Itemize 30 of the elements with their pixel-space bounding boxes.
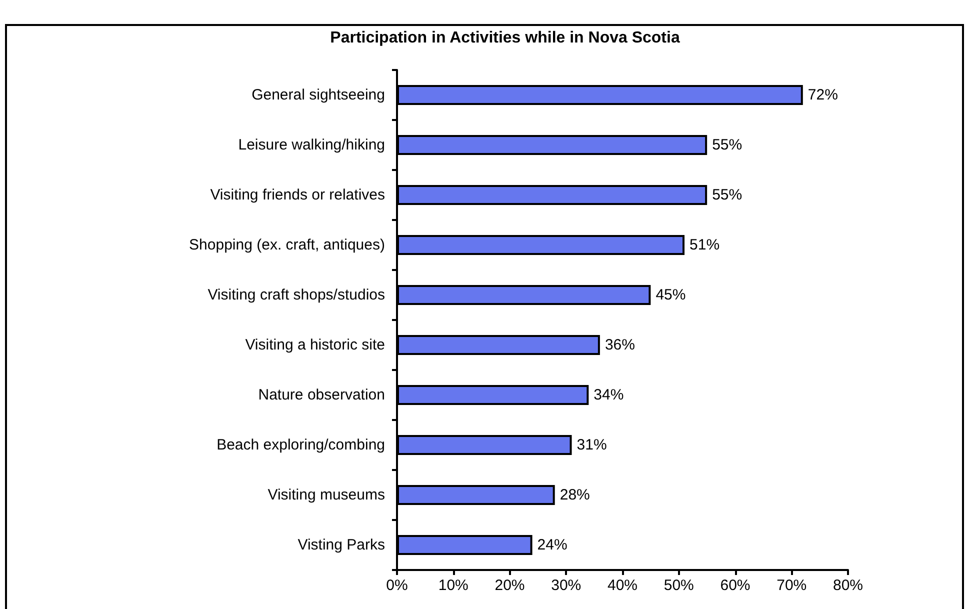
y-tick-label: Visiting a historic site: [245, 336, 385, 354]
x-tick-label: 50%: [664, 577, 694, 594]
y-tick-label: Leisure walking/hiking: [238, 136, 385, 154]
data-label: 55%: [712, 186, 742, 204]
x-tick-label: 70%: [776, 577, 807, 594]
y-tick-label: Beach exploring/combing: [216, 436, 385, 454]
x-tick-label: 30%: [551, 577, 582, 594]
data-label: 55%: [712, 136, 742, 154]
x-tick-label: 10%: [438, 577, 468, 594]
y-tick-label: Nature observation: [258, 386, 385, 404]
data-label: 36%: [604, 336, 635, 354]
y-tick-label: General sightseeing: [252, 86, 385, 104]
y-tick-label: Shopping (ex. craft, antiques): [189, 236, 385, 254]
y-tick-label: Visiting museums: [268, 486, 385, 504]
x-tick-label: 40%: [607, 577, 638, 594]
data-label: 31%: [576, 436, 607, 454]
y-tick-label: Visiting craft shops/studios: [208, 286, 385, 304]
x-tick-label: 80%: [832, 577, 864, 594]
data-label: 34%: [594, 386, 624, 404]
data-label: 72%: [808, 86, 838, 104]
x-tick-label: 20%: [494, 577, 525, 594]
data-label: 45%: [656, 286, 686, 304]
data-label: 24%: [537, 536, 568, 554]
chart-title: Participation in Activities while in Nova Scotia: [330, 30, 680, 46]
x-tick-label: 0%: [386, 577, 408, 594]
y-tick-label: Visting Parks: [298, 536, 385, 554]
y-tick-label: Visiting friends or relatives: [210, 186, 385, 204]
data-label: 28%: [560, 486, 590, 504]
data-label: 51%: [690, 236, 720, 254]
x-tick-label: 60%: [720, 577, 750, 594]
